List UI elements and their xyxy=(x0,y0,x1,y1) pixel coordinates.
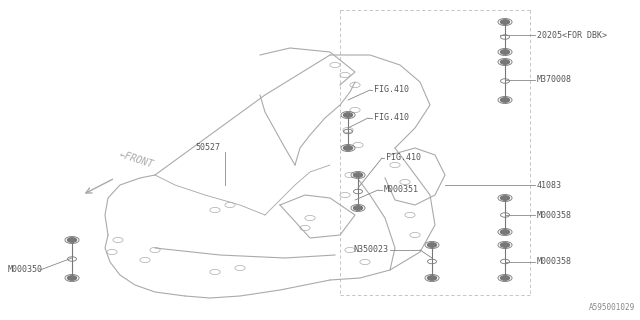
Text: M000358: M000358 xyxy=(537,211,572,220)
Text: M370008: M370008 xyxy=(537,76,572,84)
Circle shape xyxy=(428,243,436,247)
Text: FIG.410: FIG.410 xyxy=(374,85,409,94)
Text: FIG.410: FIG.410 xyxy=(374,114,409,123)
Circle shape xyxy=(500,20,509,24)
Circle shape xyxy=(500,230,509,234)
Text: 20205<FOR DBK>: 20205<FOR DBK> xyxy=(537,30,607,39)
Circle shape xyxy=(500,50,509,54)
Text: M000350: M000350 xyxy=(8,266,43,275)
Circle shape xyxy=(344,113,353,117)
Circle shape xyxy=(500,60,509,64)
Circle shape xyxy=(68,276,77,280)
Circle shape xyxy=(353,206,362,210)
Circle shape xyxy=(500,276,509,280)
Circle shape xyxy=(428,276,436,280)
Circle shape xyxy=(500,196,509,200)
Text: M000358: M000358 xyxy=(537,258,572,267)
Text: N350023: N350023 xyxy=(353,245,388,254)
Circle shape xyxy=(353,173,362,177)
Text: A595001029: A595001029 xyxy=(589,303,635,312)
Circle shape xyxy=(344,146,353,150)
Circle shape xyxy=(500,98,509,102)
Text: FIG.410: FIG.410 xyxy=(386,154,421,163)
Text: 41083: 41083 xyxy=(537,180,562,189)
Circle shape xyxy=(500,243,509,247)
Circle shape xyxy=(68,238,77,242)
Text: ←FRONT: ←FRONT xyxy=(118,149,155,170)
Text: 50527: 50527 xyxy=(195,143,220,153)
Text: M000351: M000351 xyxy=(384,186,419,195)
